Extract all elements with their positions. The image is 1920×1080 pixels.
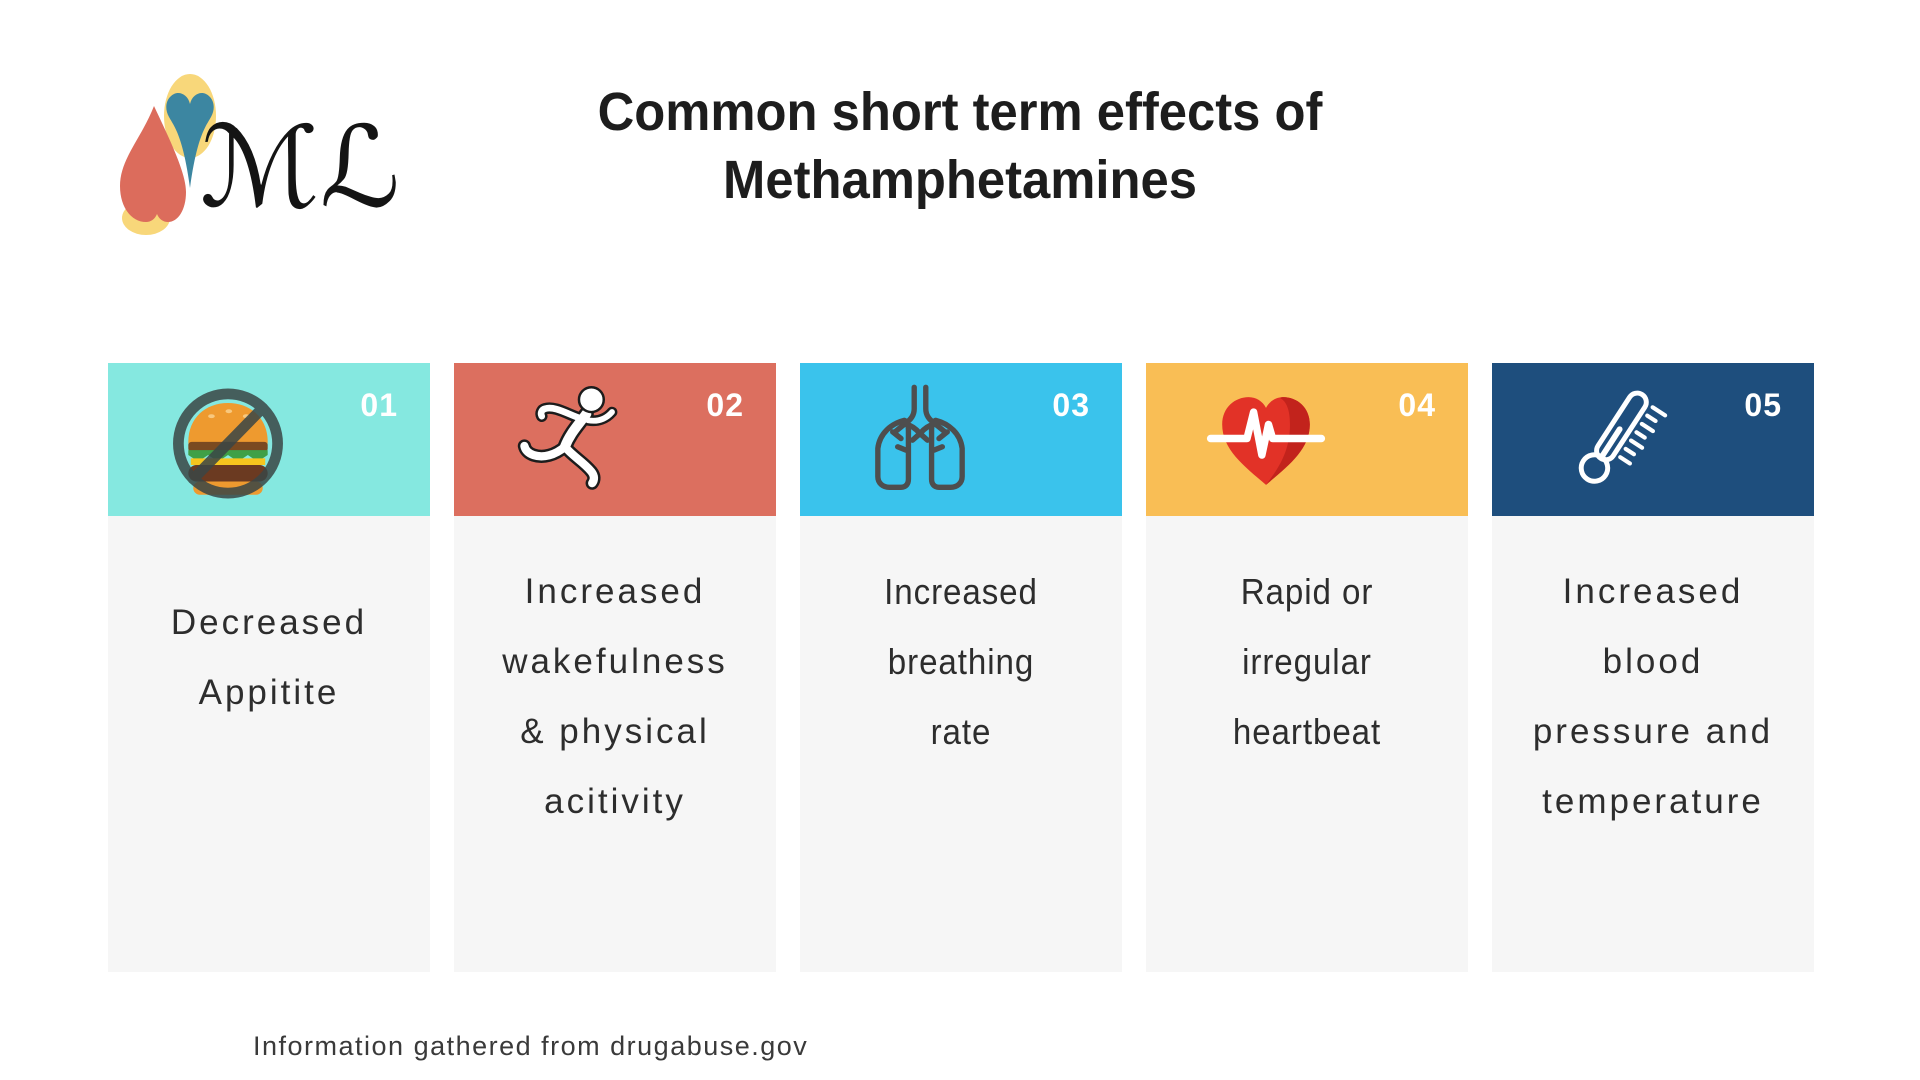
card-text-line: irregular [1242,641,1372,682]
card-text-line: Increased [1562,572,1744,611]
card-header-2: 02 [454,363,776,516]
no-food-icon [166,379,290,503]
effect-card-1: 01 Decreased Appitite [108,363,430,972]
card-header-5: 05 [1492,363,1814,516]
card-number-5: 05 [1744,387,1782,423]
effects-cards-row: 01 Decreased Appitite [108,363,1814,972]
heartbeat-icon [1204,379,1328,503]
effect-card-4: 04 Rapid or irregular heartbeat [1146,363,1468,972]
card-text-line: heartbeat [1232,711,1382,752]
card-number-1: 01 [360,387,398,423]
card-number-3: 03 [1052,387,1090,423]
runner-icon [512,379,636,503]
card-text-line: Appitite [198,673,340,712]
page-title: Common short term effects of Methampheta… [58,78,1863,214]
brand-monogram: ℳℒ [200,103,400,233]
card-text-line: Increased [524,572,706,611]
card-body-4: Rapid or irregular heartbeat [1146,516,1468,972]
card-header-1: 01 [108,363,430,516]
thermometer-icon [1550,379,1674,503]
card-body-3: Increased breathing rate [800,516,1122,972]
card-body-5: Increased blood pressure and temperature [1492,516,1814,972]
card-text-line: wakefulness [502,642,728,681]
card-text-line: rate [930,711,992,752]
brand-logo-icon: ℳℒ [120,74,400,235]
effect-card-3: 03 Increased breathing rate [800,363,1122,972]
card-header-4: 04 [1146,363,1468,516]
card-text-line: temperature [1542,782,1764,821]
card-text-line: acitivity [544,782,686,821]
card-text-line: pressure and [1532,712,1774,751]
logo-drop-shape [120,106,186,222]
card-text-line: breathing [887,641,1035,682]
source-attribution: Information gathered from drugabuse.gov [253,1031,809,1061]
card-text-line: Rapid or [1240,571,1374,612]
card-number-4: 04 [1398,387,1436,423]
card-text-line: Decreased [170,603,368,642]
card-header-3: 03 [800,363,1122,516]
card-body-1: Decreased Appitite [108,516,430,972]
page-title-line1: Common short term effects of [597,82,1323,142]
effect-card-5: 05 Increased blood pressure and temperat… [1492,363,1814,972]
card-text-line: blood [1602,642,1704,681]
lungs-icon [858,379,982,503]
effect-card-2: 02 Increased wakefulness & physical acit… [454,363,776,972]
card-body-2: Increased wakefulness & physical acitivi… [454,516,776,972]
logo-heart-shape [166,93,214,188]
card-text-line: & physical [520,712,710,751]
page-title-line2: Methamphetamines [723,150,1197,210]
card-number-2: 02 [706,387,744,423]
card-text-line: Increased [884,571,1038,612]
